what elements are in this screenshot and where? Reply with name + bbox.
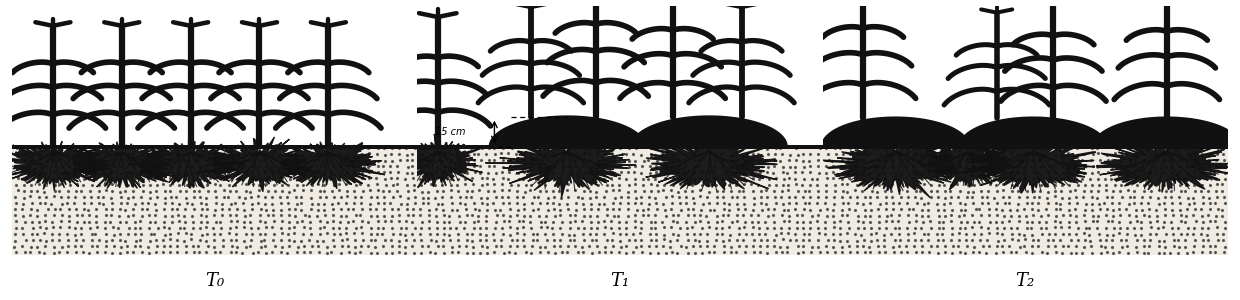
Polygon shape bbox=[139, 139, 244, 188]
Polygon shape bbox=[645, 134, 777, 190]
Text: T₂: T₂ bbox=[1016, 272, 1034, 290]
Polygon shape bbox=[823, 135, 957, 198]
Polygon shape bbox=[280, 142, 384, 189]
Polygon shape bbox=[924, 140, 1011, 190]
Polygon shape bbox=[485, 140, 636, 198]
Polygon shape bbox=[957, 136, 1096, 193]
Text: T₀: T₀ bbox=[206, 272, 224, 290]
Polygon shape bbox=[490, 117, 645, 147]
Polygon shape bbox=[632, 117, 786, 147]
Polygon shape bbox=[822, 118, 968, 147]
Bar bbox=[12, 145, 418, 149]
Polygon shape bbox=[960, 118, 1106, 147]
Bar bbox=[418, 146, 822, 149]
Polygon shape bbox=[1096, 134, 1238, 193]
Bar bbox=[822, 146, 1228, 149]
Bar bbox=[822, 147, 1228, 255]
Polygon shape bbox=[71, 142, 174, 188]
Polygon shape bbox=[0, 140, 110, 191]
Bar bbox=[418, 147, 822, 255]
Text: 15 cm: 15 cm bbox=[435, 127, 465, 137]
Polygon shape bbox=[1094, 118, 1240, 147]
Text: T₁: T₁ bbox=[610, 272, 630, 290]
Bar bbox=[12, 147, 418, 255]
Polygon shape bbox=[195, 137, 319, 192]
Polygon shape bbox=[399, 134, 484, 188]
